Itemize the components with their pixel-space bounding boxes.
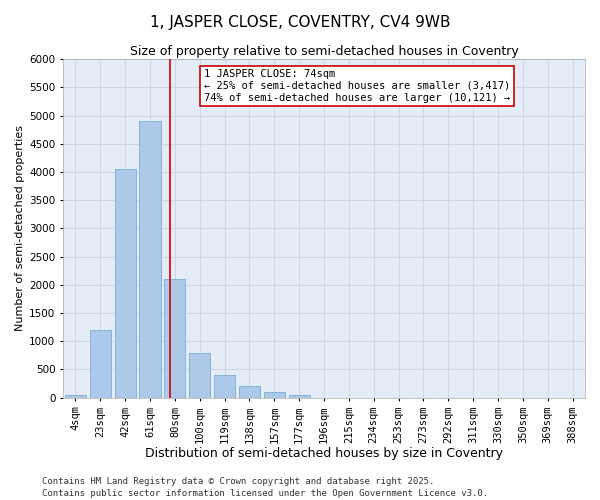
Y-axis label: Number of semi-detached properties: Number of semi-detached properties [15, 126, 25, 332]
Title: Size of property relative to semi-detached houses in Coventry: Size of property relative to semi-detach… [130, 45, 518, 58]
Text: 1 JASPER CLOSE: 74sqm
← 25% of semi-detached houses are smaller (3,417)
74% of s: 1 JASPER CLOSE: 74sqm ← 25% of semi-deta… [204, 70, 510, 102]
Bar [139, 121, 161, 398]
Bar [214, 375, 235, 398]
X-axis label: Distribution of semi-detached houses by size in Coventry: Distribution of semi-detached houses by … [145, 447, 503, 460]
Bar [264, 392, 285, 398]
Bar [289, 395, 310, 398]
Text: Contains HM Land Registry data © Crown copyright and database right 2025.
Contai: Contains HM Land Registry data © Crown c… [42, 476, 488, 498]
Bar [115, 169, 136, 398]
Bar [164, 279, 185, 398]
Bar [90, 330, 111, 398]
Bar [239, 386, 260, 398]
Text: 1, JASPER CLOSE, COVENTRY, CV4 9WB: 1, JASPER CLOSE, COVENTRY, CV4 9WB [150, 15, 450, 30]
Bar [65, 395, 86, 398]
Bar [189, 352, 211, 398]
